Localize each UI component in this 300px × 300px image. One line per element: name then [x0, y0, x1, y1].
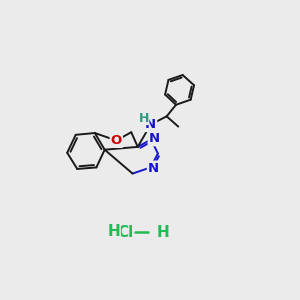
Text: H: H	[157, 225, 169, 240]
Text: N: N	[148, 162, 159, 175]
Text: N: N	[145, 118, 156, 131]
Text: N: N	[148, 132, 160, 145]
Text: O: O	[111, 134, 122, 147]
Text: H: H	[139, 112, 149, 124]
Text: H: H	[107, 224, 120, 239]
Text: Cl: Cl	[118, 225, 134, 240]
